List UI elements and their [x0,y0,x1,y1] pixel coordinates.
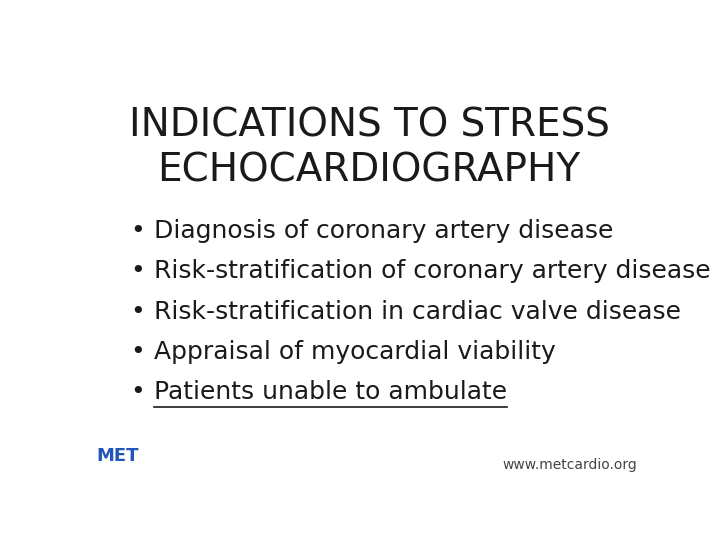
Text: Risk-stratification of coronary artery disease: Risk-stratification of coronary artery d… [154,259,711,284]
Text: •: • [130,259,145,284]
Text: •: • [130,381,145,404]
Text: Patients unable to ambulate: Patients unable to ambulate [154,381,508,404]
Text: Appraisal of myocardial viability: Appraisal of myocardial viability [154,340,556,364]
Text: MET: MET [96,447,139,464]
Text: Risk-stratification in cardiac valve disease: Risk-stratification in cardiac valve dis… [154,300,681,324]
Text: •: • [130,219,145,243]
Text: •: • [130,340,145,364]
Text: www.metcardio.org: www.metcardio.org [502,458,637,472]
Text: Diagnosis of coronary artery disease: Diagnosis of coronary artery disease [154,219,613,243]
Text: INDICATIONS TO STRESS
ECHOCARDIOGRAPHY: INDICATIONS TO STRESS ECHOCARDIOGRAPHY [129,106,609,190]
Text: •: • [130,300,145,324]
